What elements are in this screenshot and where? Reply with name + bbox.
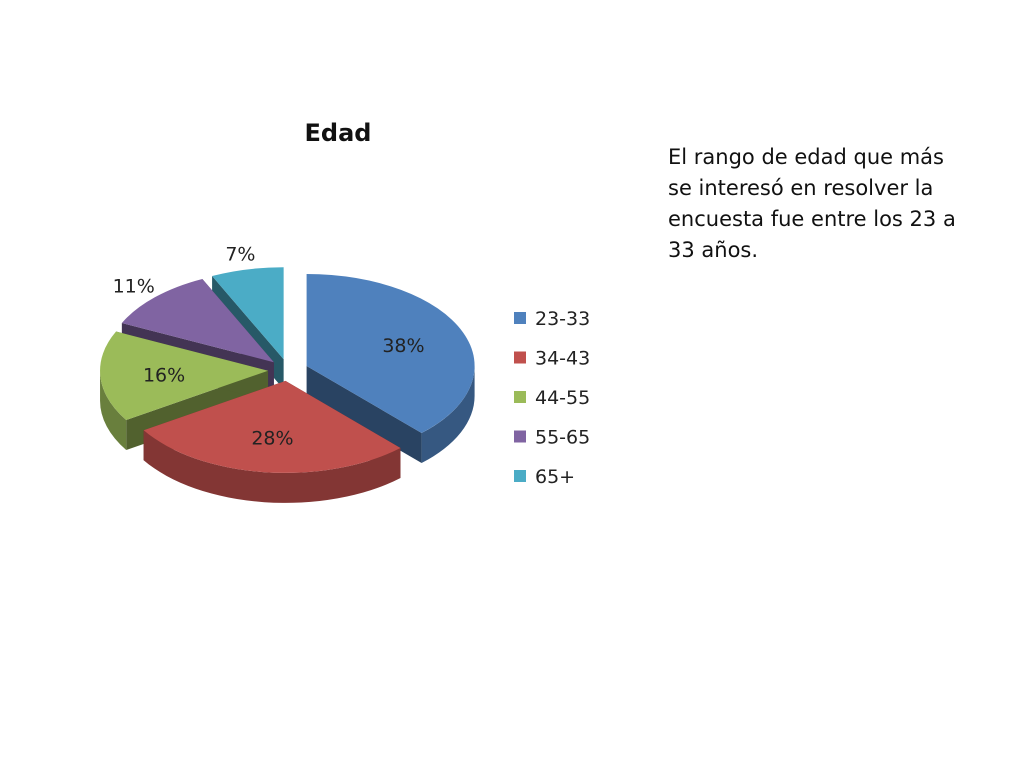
legend-swatch: [514, 430, 526, 443]
data-label-34-43: 28%: [251, 428, 293, 450]
legend-swatch: [514, 470, 526, 482]
legend-label: 44-55: [535, 387, 590, 409]
legend-item-44-55: 44-55: [514, 387, 590, 409]
legend-label: 55-65: [535, 427, 590, 449]
legend-item-55-65: 55-65: [514, 427, 590, 449]
data-label-55-65: 11%: [113, 275, 155, 297]
legend-label: 65+: [535, 466, 575, 488]
legend: 23-33 34-43 44-55 55-65 65+: [514, 308, 590, 488]
note-text: El rango de edad que más se interesó en …: [668, 145, 956, 262]
pie-slice-34-43: [143, 380, 401, 503]
pie-slices: [100, 267, 475, 503]
legend-label: 34-43: [535, 348, 590, 370]
data-label-65+: 7%: [225, 243, 255, 265]
legend-item-34-43: 34-43: [514, 348, 590, 370]
legend-item-65+: 65+: [514, 466, 575, 488]
legend-label: 23-33: [535, 308, 590, 330]
pie-slice-23-33: [306, 273, 475, 464]
data-label-44-55: 16%: [143, 364, 185, 386]
data-label-23-33: 38%: [382, 335, 424, 357]
legend-item-23-33: 23-33: [514, 308, 590, 330]
legend-swatch: [514, 312, 526, 324]
data-labels: 38% 28% 16% 11% 7%: [113, 243, 425, 449]
legend-swatch: [514, 351, 526, 364]
legend-swatch: [514, 391, 526, 403]
chart-title: Edad: [305, 119, 372, 147]
